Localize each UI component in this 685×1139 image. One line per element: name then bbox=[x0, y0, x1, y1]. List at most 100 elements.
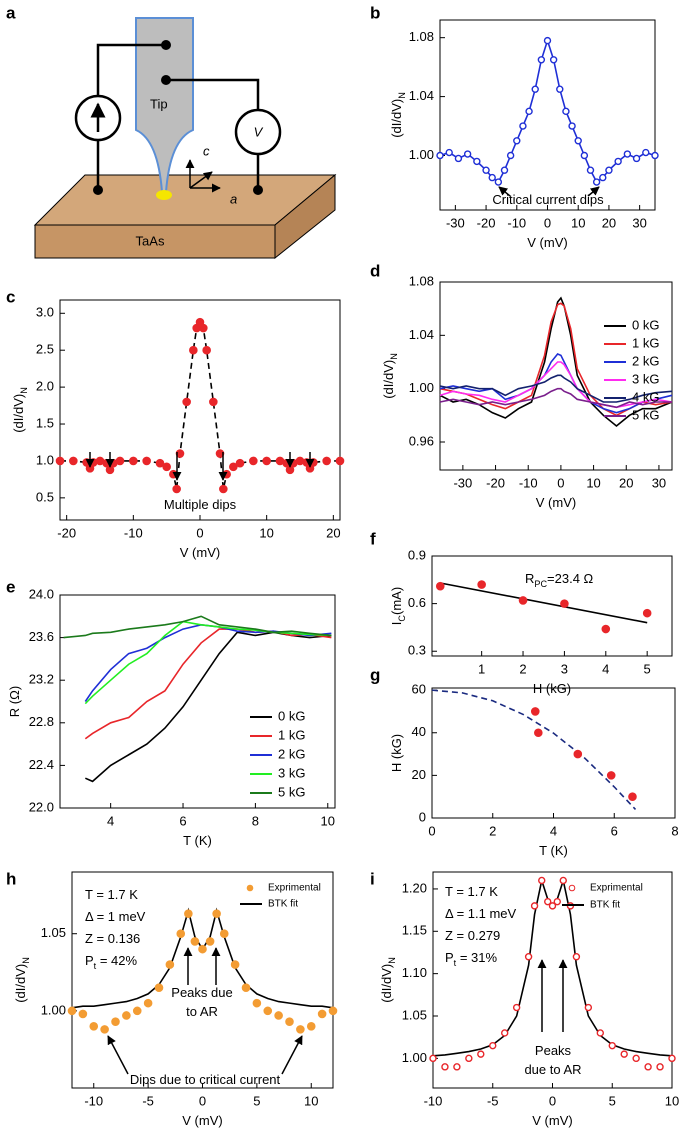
data-point bbox=[623, 150, 632, 158]
x-tick-label: 5 bbox=[644, 661, 651, 676]
y-axis-label: H (kG) bbox=[389, 734, 404, 772]
panel-label: f bbox=[370, 529, 376, 548]
annotation: Peaks bbox=[535, 1043, 572, 1058]
annotation: Pt = 31% bbox=[445, 950, 497, 968]
y-tick-label: 22.4 bbox=[29, 757, 54, 772]
legend-label: 5 kG bbox=[278, 784, 305, 799]
plot-frame bbox=[439, 281, 673, 471]
annotation-part: Δ = 1 meV bbox=[85, 909, 146, 924]
data-point bbox=[55, 456, 65, 466]
y-tick-label: 2.0 bbox=[36, 379, 54, 394]
plot-frame bbox=[59, 299, 341, 521]
x-tick-label: -10 bbox=[124, 525, 143, 540]
legend-label: 5 kG bbox=[632, 407, 659, 422]
legend-label: 4 kG bbox=[632, 389, 659, 404]
x-tick-label: 0 bbox=[428, 823, 435, 838]
annotation: RPC=23.4 Ω bbox=[525, 571, 594, 589]
annotation: Multiple dips bbox=[164, 497, 237, 512]
data-point bbox=[429, 1054, 437, 1063]
data-point bbox=[477, 580, 486, 589]
data-point bbox=[518, 596, 528, 605]
data-point bbox=[642, 148, 650, 157]
data-point bbox=[154, 983, 164, 993]
annotation-part: R bbox=[525, 571, 534, 586]
data-point bbox=[537, 56, 546, 64]
x-tick-label: -20 bbox=[57, 525, 76, 540]
x-tick-label: 20 bbox=[619, 475, 633, 490]
annotation-part: Critical current dips bbox=[492, 192, 604, 207]
y-tick-label: 1.05 bbox=[41, 925, 66, 940]
plot-frame bbox=[431, 687, 676, 819]
y-tick-label: 2.5 bbox=[36, 342, 54, 357]
data-point bbox=[592, 178, 601, 186]
y-tick-label: 0.6 bbox=[408, 595, 426, 610]
annotation-part: =23.4 Ω bbox=[547, 571, 594, 586]
series-line bbox=[84, 620, 332, 705]
data-point bbox=[530, 902, 539, 910]
data-point bbox=[548, 902, 557, 910]
y-tick-label: 1.5 bbox=[36, 415, 54, 430]
data-point bbox=[212, 909, 221, 918]
data-point bbox=[584, 1003, 593, 1012]
data-point bbox=[513, 137, 521, 145]
data-point bbox=[465, 1054, 473, 1063]
x-tick-label: 5 bbox=[253, 1093, 260, 1108]
node bbox=[161, 40, 171, 50]
y-tick-label: 1.04 bbox=[409, 327, 434, 342]
x-tick-label: 1 bbox=[478, 661, 485, 676]
data-point bbox=[599, 173, 607, 182]
data-point bbox=[441, 1063, 449, 1071]
y-axis-label-part: N bbox=[19, 387, 29, 394]
x-tick-label: 10 bbox=[665, 1093, 679, 1108]
x-tick-label: 0 bbox=[196, 525, 203, 540]
x-tick-label: 8 bbox=[252, 813, 259, 828]
data-point bbox=[572, 953, 581, 961]
data-point bbox=[190, 937, 200, 946]
y-tick-label: 0.96 bbox=[409, 433, 434, 448]
x-axis-label: T (K) bbox=[183, 833, 212, 848]
y-axis-label-part: N bbox=[21, 957, 31, 964]
legend-label: BTK fit bbox=[268, 899, 298, 910]
y-tick-label: 1.08 bbox=[409, 273, 434, 288]
y-axis-label: (dI/dV)N bbox=[381, 353, 399, 399]
data-point bbox=[209, 397, 218, 407]
data-point bbox=[562, 107, 570, 116]
y-tick-label: 1.10 bbox=[402, 965, 427, 980]
annotation-part: Peaks bbox=[535, 1043, 572, 1058]
data-point bbox=[500, 166, 509, 174]
data-point bbox=[100, 1025, 109, 1034]
y-tick-label: 0 bbox=[419, 809, 426, 824]
series-line bbox=[439, 387, 672, 409]
y-tick-label: 23.2 bbox=[29, 672, 54, 687]
annotation-part: due to AR bbox=[524, 1062, 581, 1077]
data-point bbox=[543, 36, 552, 45]
panel-label: h bbox=[6, 869, 16, 888]
wire bbox=[96, 43, 166, 96]
plot-frame bbox=[431, 555, 673, 657]
annotation: Critical current dips bbox=[492, 192, 604, 207]
y-tick-label: 0.3 bbox=[408, 643, 426, 658]
x-tick-label: -10 bbox=[519, 475, 538, 490]
x-tick-label: 6 bbox=[611, 823, 618, 838]
y-axis-label-part: H (kG) bbox=[389, 734, 404, 772]
annotation-part: Dips due to critical current bbox=[130, 1072, 281, 1087]
data-point bbox=[184, 909, 193, 918]
data-point bbox=[519, 122, 527, 130]
x-tick-label: 2 bbox=[519, 661, 526, 676]
panel-label: a bbox=[6, 3, 16, 22]
y-tick-label: 1.00 bbox=[409, 147, 434, 162]
series-line bbox=[440, 582, 648, 624]
x-tick-label: -30 bbox=[446, 215, 465, 230]
axis-label: a bbox=[230, 191, 237, 206]
data-point bbox=[534, 728, 543, 738]
contact bbox=[156, 190, 172, 200]
data-point bbox=[129, 456, 138, 466]
x-tick-label: 10 bbox=[321, 813, 335, 828]
data-point bbox=[162, 462, 171, 472]
axis-label: c bbox=[203, 143, 210, 158]
data-point bbox=[506, 151, 515, 160]
data-point bbox=[651, 151, 659, 160]
arrow bbox=[498, 186, 511, 197]
y-tick-label: 1.00 bbox=[402, 1050, 427, 1065]
